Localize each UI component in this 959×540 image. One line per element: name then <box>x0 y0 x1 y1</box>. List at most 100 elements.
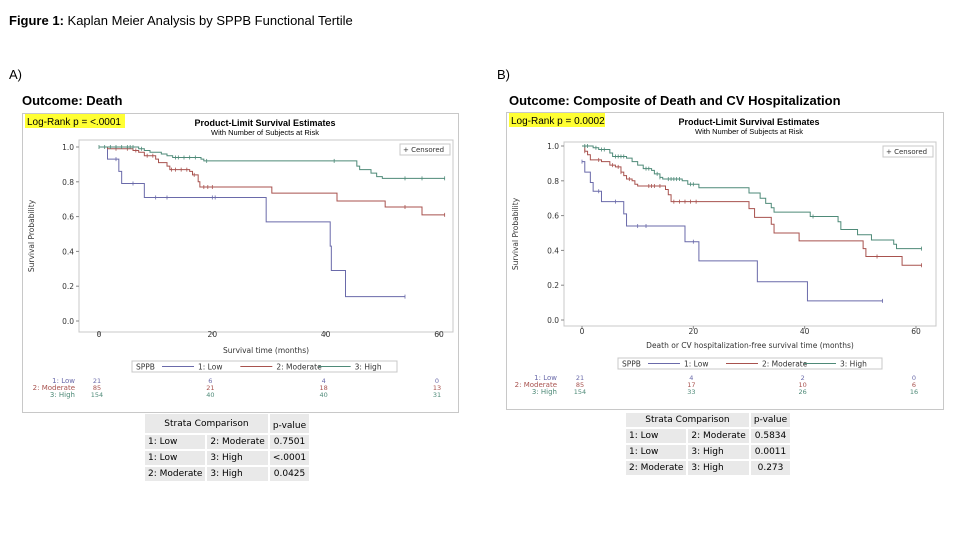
y-tick-label: 0.4 <box>62 247 74 256</box>
strata-p: 0.0425 <box>269 467 310 481</box>
outcome-title-a: Outcome: Death <box>22 93 123 108</box>
at-risk-row-label: 1: Low <box>534 374 557 382</box>
censored-legend-box <box>399 143 451 156</box>
figure-title-text: Kaplan Meier Analysis by SPPB Functional… <box>63 13 353 28</box>
x-tick-label: 20 <box>689 327 699 336</box>
outcome-title-b: Outcome: Composite of Death and CV Hospi… <box>509 93 841 108</box>
legend-label-high: 3: High <box>355 363 382 372</box>
y-tick-label: 0.0 <box>547 316 559 325</box>
at-risk-count: 85 <box>576 381 584 389</box>
strata-a: 1: Low <box>626 445 687 459</box>
survival-curve-low <box>99 146 405 298</box>
y-tick-label: 0.6 <box>547 212 559 221</box>
y-tick-label: 1.0 <box>547 142 559 151</box>
censored-legend-box <box>882 145 934 158</box>
at-risk-count: 33 <box>687 388 695 396</box>
y-tick-label: 0.4 <box>547 246 559 255</box>
figure-title-bold: Figure 1: <box>9 13 64 28</box>
y-tick-label: 0.8 <box>62 178 74 187</box>
km-chart-death: Log-Rank p = <.0001 Product-Limit Surviva… <box>22 113 459 413</box>
x-axis-label: Survival time (months) <box>223 346 309 355</box>
plot-area <box>78 139 454 333</box>
at-risk-count: 18 <box>320 384 328 392</box>
strata-a: 2: Moderate <box>626 461 687 475</box>
log-rank-highlight <box>509 113 605 127</box>
at-risk-count: 26 <box>799 388 807 396</box>
y-tick-label: 0.0 <box>62 317 74 326</box>
legend-label-high: 3: High <box>840 360 867 369</box>
log-rank-label: Log-Rank p = 0.0002 <box>511 116 605 127</box>
at-risk-count: 4 <box>689 374 693 382</box>
strata-a: 1: Low <box>145 435 206 449</box>
strata-b: 2: Moderate <box>688 429 749 443</box>
log-rank-label: Log-Rank p = <.0001 <box>27 117 121 128</box>
strata-a: 2: Moderate <box>145 467 206 481</box>
x-tick-label: 60 <box>434 330 444 339</box>
strata-row: 1: Low 3: High 0.0011 <box>626 445 791 459</box>
strata-p: 0.5834 <box>750 429 791 443</box>
panel-label-b: B) <box>497 67 510 82</box>
pvalue-header: p-value <box>750 413 791 427</box>
plot-area <box>563 141 937 327</box>
y-tick-label: 0.2 <box>547 281 559 290</box>
at-risk-count: 154 <box>91 391 103 399</box>
strata-a: 1: Low <box>145 451 206 465</box>
at-risk-count: 6 <box>208 377 212 385</box>
censored-legend: + Censored <box>886 148 927 156</box>
at-risk-count: 16 <box>910 388 918 396</box>
x-tick-label: 60 <box>911 327 921 336</box>
survival-curve-low <box>582 161 883 302</box>
chart-subtitle: With Number of Subjects at Risk <box>211 128 319 137</box>
at-risk-count: 154 <box>574 388 586 396</box>
panel-label-a: A) <box>9 67 22 82</box>
survival-curve-moderate <box>582 145 922 266</box>
at-risk-count: 0 <box>435 377 439 385</box>
y-tick-label: 0.8 <box>547 177 559 186</box>
survival-curve-high <box>99 146 445 179</box>
y-axis-label: Survival Probability <box>511 197 520 270</box>
strata-p: 0.273 <box>750 461 791 475</box>
at-risk-row-label: 2: Moderate <box>515 381 557 389</box>
censored-legend: + Censored <box>403 146 444 154</box>
strata-a: 1: Low <box>626 429 687 443</box>
strata-comparison-table-b: Strata Comparison p-value 1: Low 2: Modera… <box>624 411 792 477</box>
x-tick-label: 40 <box>800 327 810 336</box>
strata-p: <.0001 <box>269 451 310 465</box>
x-tick-label: 40 <box>321 330 331 339</box>
chart-title: Product-Limit Survival Estimates <box>194 118 335 128</box>
strata-row: 2: Moderate 3: High 0.0425 <box>145 467 310 481</box>
strata-b: 3: High <box>688 445 749 459</box>
strata-b: 3: High <box>688 461 749 475</box>
at-risk-count: 0 <box>912 374 916 382</box>
at-risk-count: 2 <box>801 374 805 382</box>
y-tick-label: 1.0 <box>62 143 74 152</box>
at-risk-count: 31 <box>433 391 441 399</box>
strata-row: 1: Low 2: Moderate 0.5834 <box>626 429 791 443</box>
x-tick-label: 0 <box>580 327 585 336</box>
strata-header-row: Strata Comparison p-value <box>626 413 791 427</box>
at-risk-row-label: 2: Moderate <box>33 384 75 392</box>
survival-curve-high <box>582 145 922 250</box>
y-axis-label: Survival Probability <box>27 199 36 272</box>
strata-p: 0.7501 <box>269 435 310 449</box>
legend-title: SPPB <box>622 360 641 369</box>
figure-title: Figure 1: Kaplan Meier Analysis by SPPB … <box>9 13 353 28</box>
at-risk-row-label: 1: Low <box>52 377 75 385</box>
at-risk-count: 17 <box>687 381 695 389</box>
strata-comparison-table-a: Strata Comparison p-value 1: Low 2: Modera… <box>143 412 311 483</box>
legend-label-moderate: 2: Moderate <box>762 360 808 369</box>
pvalue-header: p-value <box>269 414 310 433</box>
x-tick-label: 20 <box>208 330 218 339</box>
at-risk-count: 6 <box>912 381 916 389</box>
strata-header: Strata Comparison <box>626 413 749 427</box>
at-risk-count: 13 <box>433 384 441 392</box>
at-risk-count: 21 <box>93 377 101 385</box>
legend-label-low: 1: Low <box>198 363 222 372</box>
strata-p: 0.0011 <box>750 445 791 459</box>
at-risk-count: 40 <box>320 391 328 399</box>
strata-b: 3: High <box>207 451 268 465</box>
chart-title: Product-Limit Survival Estimates <box>678 117 819 127</box>
y-tick-label: 0.6 <box>62 213 74 222</box>
strata-header-row: Strata Comparison p-value <box>145 414 310 433</box>
at-risk-count: 21 <box>576 374 584 382</box>
